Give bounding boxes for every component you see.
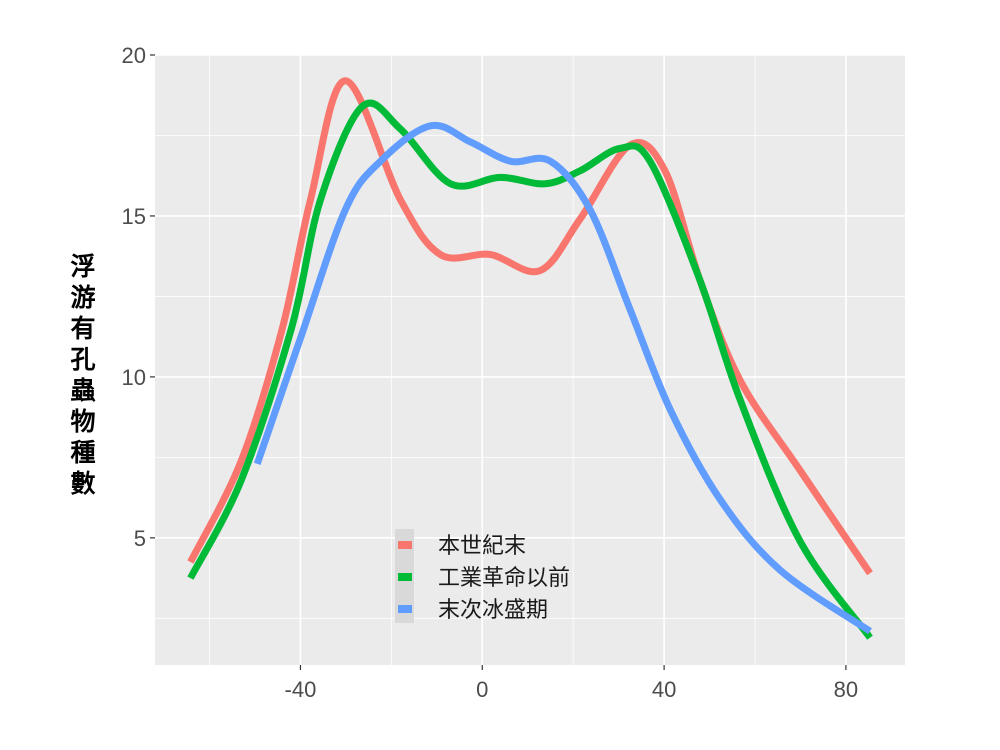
y-axis-title-char: 種 (70, 438, 95, 467)
legend-key-0 (398, 541, 412, 549)
y-axis-title-char: 物 (70, 407, 95, 436)
y-axis-title-char: 孔 (70, 345, 95, 374)
legend-key-2 (398, 605, 412, 613)
series-line-1 (187, 99, 873, 640)
y-tick-label: 10 (122, 365, 146, 390)
y-axis-title-char: 游 (70, 283, 95, 312)
gridlines (155, 54, 905, 665)
y-axis-title: 浮游有孔蟲物種數 (70, 252, 95, 498)
y-tick-label: 5 (134, 526, 146, 551)
x-tick-label: 0 (476, 677, 488, 702)
y-tick-label: 20 (122, 43, 146, 68)
legend-key-1 (398, 573, 412, 581)
y-axis-title-char: 有 (70, 314, 95, 343)
legend-label-1: 工業革命以前 (438, 566, 570, 591)
y-tick-label: 15 (122, 204, 146, 229)
x-tick-label: 80 (834, 677, 858, 702)
series-lines (187, 77, 873, 640)
legend-label-2: 末次冰盛期 (438, 598, 548, 623)
legend-label-0: 本世紀末 (438, 534, 526, 559)
y-axis-title-char: 數 (70, 469, 95, 498)
series-line-2 (253, 121, 872, 635)
y-axis-title-char: 蟲 (70, 376, 95, 405)
y-axis-title-char: 浮 (70, 252, 95, 281)
axes: -40 0 40 80 5 10 15 20 (122, 43, 859, 702)
x-tick-label: -40 (285, 677, 317, 702)
x-tick-label: 40 (652, 677, 676, 702)
